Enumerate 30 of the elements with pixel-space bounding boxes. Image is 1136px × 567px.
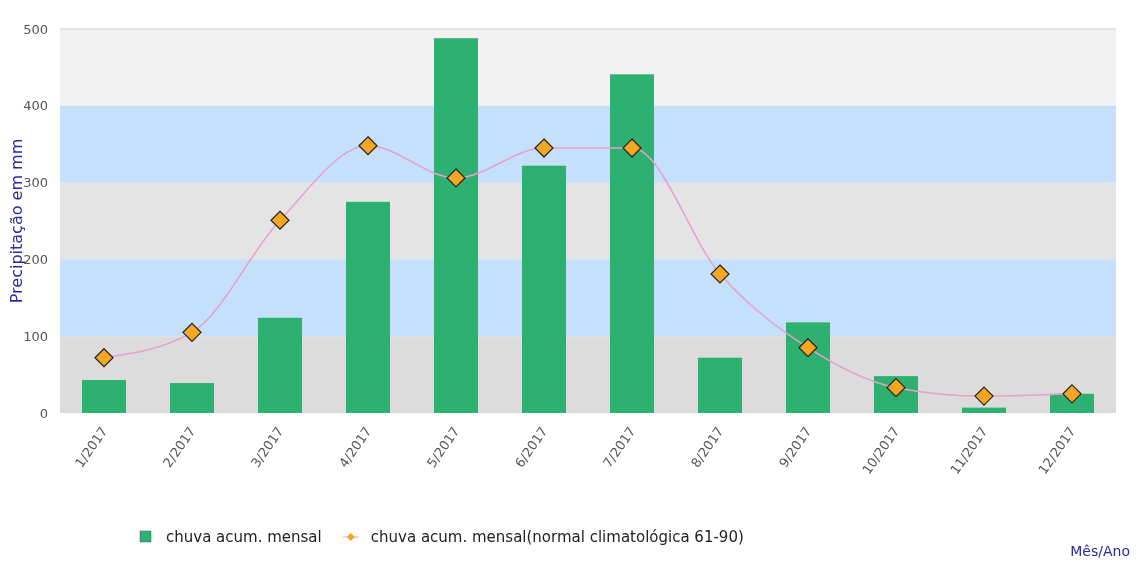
y-tick-label: 100 xyxy=(23,328,48,344)
point xyxy=(622,138,642,158)
bar xyxy=(786,322,830,413)
bar xyxy=(610,74,654,413)
bar xyxy=(962,407,1006,413)
point xyxy=(446,168,466,188)
bar xyxy=(170,383,214,413)
point xyxy=(974,386,994,406)
y-tick-label: 200 xyxy=(23,251,48,267)
y-tick-label: 300 xyxy=(23,175,48,191)
point xyxy=(270,210,290,230)
bar xyxy=(258,317,302,413)
legend-label: chuva acum. mensal(normal climatológica 61-90) xyxy=(370,528,744,547)
y-tick-label: 500 xyxy=(23,21,48,37)
point xyxy=(182,322,202,342)
bar xyxy=(82,379,126,413)
point xyxy=(710,264,730,284)
bar xyxy=(698,357,742,413)
bar xyxy=(434,38,478,413)
bar xyxy=(346,201,390,413)
x-axis-title: Mês/Ano xyxy=(1070,543,1130,559)
point xyxy=(1062,384,1082,404)
point xyxy=(358,136,378,156)
point xyxy=(94,348,114,368)
point xyxy=(798,338,818,358)
y-tick-label: 0 xyxy=(39,405,48,421)
bar xyxy=(522,165,566,413)
point xyxy=(534,138,554,158)
y-tick-label: 400 xyxy=(23,98,48,114)
legend-label: chuva acum. mensal xyxy=(166,528,322,547)
